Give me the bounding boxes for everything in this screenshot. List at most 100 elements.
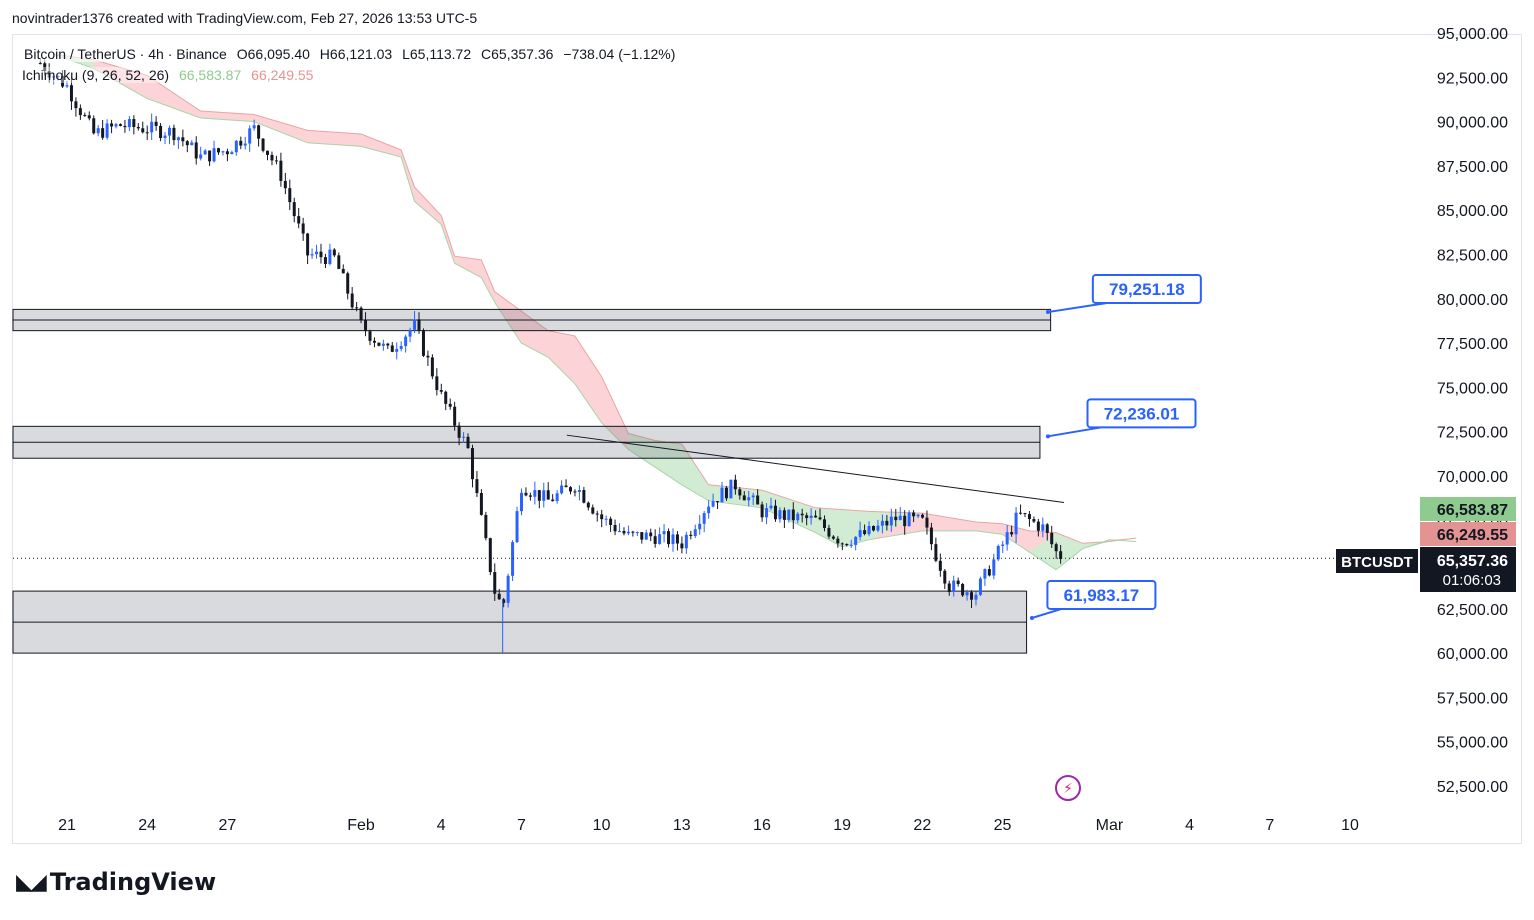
candle-down bbox=[390, 345, 394, 352]
brand-text: TradingView bbox=[49, 868, 217, 896]
candle-down bbox=[1045, 524, 1049, 533]
candle-up bbox=[702, 513, 706, 524]
candle-down bbox=[667, 531, 671, 545]
candle-down bbox=[239, 140, 243, 146]
candle-down bbox=[181, 137, 185, 142]
candle-up bbox=[230, 152, 234, 155]
candle-down bbox=[355, 307, 359, 309]
x-tick-label: 19 bbox=[833, 817, 851, 834]
candle-up bbox=[907, 512, 911, 527]
candle-down bbox=[822, 519, 826, 528]
last-price: 65,357.36 bbox=[1437, 553, 1508, 570]
candle-up bbox=[408, 329, 412, 337]
candle-down bbox=[987, 569, 991, 576]
candle-up bbox=[618, 530, 622, 532]
price-labels: 66,583.87 66,249.55 65,357.36 01:06:03 BTCUS… bbox=[1336, 497, 1516, 592]
callout-label-1: 72,236.01 bbox=[1104, 404, 1180, 423]
price-tag-bg-1 bbox=[1420, 522, 1516, 546]
candle-down bbox=[87, 115, 91, 119]
candle-up bbox=[635, 532, 639, 534]
candle-down bbox=[350, 293, 354, 308]
candle-up bbox=[413, 319, 417, 330]
tradingview-logo[interactable]: ◣◢ TradingView bbox=[16, 868, 216, 896]
legend-close: C65,357.36 bbox=[481, 46, 554, 62]
candle-down bbox=[600, 514, 604, 520]
candle-down bbox=[185, 141, 189, 146]
x-tick-label: 4 bbox=[1185, 817, 1194, 834]
candle-up bbox=[858, 530, 862, 537]
price-tag-1: 66,249.55 bbox=[1437, 527, 1508, 544]
candle-up bbox=[684, 534, 688, 549]
candle-up bbox=[519, 492, 523, 512]
callout-pointer-1 bbox=[1047, 426, 1102, 438]
legend-open: O66,095.40 bbox=[236, 46, 310, 62]
candle-down bbox=[159, 125, 163, 139]
candle-up bbox=[992, 559, 996, 576]
y-tick-label: 52,500.00 bbox=[1437, 779, 1508, 796]
candle-up bbox=[898, 515, 902, 521]
candle-down bbox=[613, 525, 617, 532]
candle-down bbox=[435, 376, 439, 391]
candle-down bbox=[582, 490, 586, 503]
x-tick-label: 24 bbox=[138, 817, 156, 834]
candle-up bbox=[248, 128, 252, 144]
candle-up bbox=[127, 119, 131, 128]
candle-down bbox=[417, 319, 421, 331]
candle-down bbox=[947, 583, 951, 592]
candle-down bbox=[840, 543, 844, 545]
candle-down bbox=[78, 108, 82, 116]
cloud-span-a bbox=[53, 53, 1137, 544]
candle-down bbox=[528, 495, 532, 497]
candle-up bbox=[796, 513, 800, 521]
candle-up bbox=[662, 531, 666, 535]
candle-down bbox=[675, 534, 679, 544]
price-tag-0: 66,583.87 bbox=[1437, 502, 1508, 519]
candle-down bbox=[773, 505, 777, 520]
candle-up bbox=[849, 544, 853, 546]
candle-down bbox=[622, 530, 626, 534]
candle-down bbox=[497, 593, 501, 600]
candle-up bbox=[1001, 544, 1005, 546]
lightning-icon[interactable]: ⚡ bbox=[1055, 775, 1081, 801]
candle-up bbox=[644, 532, 648, 540]
cloud-segment bbox=[454, 256, 482, 278]
candle-up bbox=[604, 518, 608, 520]
callout-dot-2 bbox=[1029, 615, 1034, 620]
y-tick-label: 85,000.00 bbox=[1437, 203, 1508, 220]
candle-down bbox=[110, 123, 114, 127]
candle-up bbox=[404, 336, 408, 347]
candle-down bbox=[475, 479, 479, 494]
candle-down bbox=[724, 487, 728, 499]
candle-down bbox=[118, 124, 122, 126]
candle-up bbox=[916, 514, 920, 517]
cloud-segment bbox=[254, 114, 308, 143]
y-tick-label: 80,000.00 bbox=[1437, 292, 1508, 309]
candle-up bbox=[506, 575, 510, 603]
x-tick-label: 7 bbox=[517, 817, 526, 834]
candle-down bbox=[448, 403, 452, 407]
candle-down bbox=[934, 544, 938, 561]
candle-down bbox=[791, 509, 795, 521]
cloud-segment bbox=[655, 440, 682, 485]
candle-down bbox=[61, 75, 65, 87]
candle-down bbox=[92, 118, 96, 134]
candle-up bbox=[751, 495, 755, 498]
y-tick-label: 82,500.00 bbox=[1437, 247, 1508, 264]
callout-box-1 bbox=[1086, 398, 1197, 429]
legend-low: L65,113.72 bbox=[402, 46, 472, 62]
candle-up bbox=[769, 505, 773, 509]
symbol-tag: BTCUSDT bbox=[1341, 554, 1413, 571]
callout-dot-0 bbox=[1045, 310, 1050, 315]
candle-down bbox=[1036, 521, 1040, 531]
cloud-segment bbox=[601, 376, 629, 450]
x-tick-label: Mar bbox=[1096, 817, 1124, 834]
candle-down bbox=[591, 507, 595, 514]
cloud-segment bbox=[521, 311, 549, 358]
candle-down bbox=[742, 495, 746, 501]
y-tick-label: 95,000.00 bbox=[1437, 26, 1508, 43]
x-tick-label: 16 bbox=[753, 817, 771, 834]
candle-down bbox=[1054, 544, 1058, 552]
candle-down bbox=[279, 160, 283, 181]
candle-down bbox=[225, 151, 229, 155]
